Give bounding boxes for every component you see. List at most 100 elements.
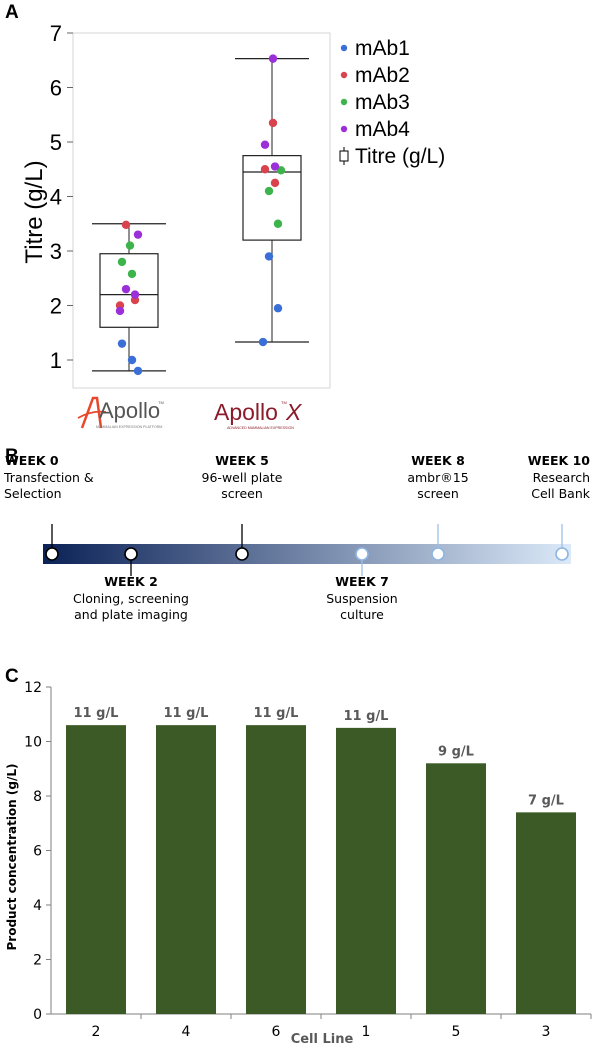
legend-marker-mab1: [340, 44, 348, 52]
legend-marker-mab4: [340, 125, 348, 133]
bars: 11 g/L 11 g/L 11 g/L 11 g/L 9 g/L 7 g/L: [66, 706, 576, 1014]
box-plot-apollox: [235, 58, 309, 343]
data-point-mab4: [268, 54, 278, 63]
bar-data-label: 9 g/L: [438, 744, 474, 759]
titre-boxplot-chart: 1 2 3 4 5 6 7 Titre (g/L) mAb1 mAb2 mAb3 mAb4 Titr…: [21, 21, 445, 430]
data-point-mab1: [264, 252, 274, 261]
data-point-mab4: [130, 290, 140, 299]
data-point-mab2: [260, 165, 270, 174]
milestone-week-label: WEEK 0: [5, 453, 59, 468]
data-point-mab4: [133, 230, 143, 239]
data-point-mab4: [270, 162, 280, 171]
milestone-marker: [555, 547, 569, 561]
data-point-mab3: [117, 257, 127, 267]
bar-cell-line-5: [426, 763, 486, 1014]
bar-data-label: 11 g/L: [164, 706, 209, 721]
milestone-description: Suspension: [326, 591, 397, 606]
data-point-mab3: [125, 241, 135, 250]
legend-label: Titre (g/L): [355, 145, 445, 168]
legend-label: mAb3: [355, 91, 410, 114]
panel-label-c: C: [5, 666, 19, 687]
y-axis-label: Product concentration (g/L): [5, 764, 19, 951]
data-point-mab2: [270, 178, 280, 188]
milestone-description: ambr®15: [407, 470, 468, 485]
apollo-logo-tm: TM: [158, 400, 164, 405]
data-point-mab1: [127, 355, 137, 365]
bar-data-label: 11 g/L: [344, 709, 389, 724]
apollo-logo-text: Apollo: [99, 398, 160, 423]
milestone-description: screen: [417, 486, 459, 501]
apollo-logo: Apollo TM MAMMALIAN EXPRESSION PLATFORM: [77, 396, 164, 429]
milestone-description: 96-well plate: [202, 470, 283, 485]
timeline-milestones: WEEK 0 Transfection &Selection WEEK 2 Cloni…: [3, 453, 591, 622]
box-iqr: [99, 253, 159, 328]
milestone-description: Cloning, screening: [73, 591, 189, 606]
y-tick-label: 6: [33, 844, 42, 860]
y-tick-label: 12: [24, 680, 42, 696]
milestone-marker: [235, 547, 249, 561]
bar-data-label: 11 g/L: [74, 706, 119, 721]
y-tick-label: 4: [33, 898, 42, 914]
milestone-description: and plate imaging: [74, 607, 188, 622]
y-tick-label: 8: [33, 789, 42, 805]
milestone-marker: [355, 547, 369, 561]
data-point-mab2: [121, 220, 131, 230]
apollox-logo: Apollo X TM ADVANCED MAMMALIAN EXPRESSIO…: [214, 399, 303, 430]
milestone-week-label: WEEK 8: [411, 453, 465, 468]
x-tick-label: 2: [92, 1024, 101, 1040]
x-tick-label: 4: [182, 1024, 191, 1040]
milestone-description: culture: [340, 607, 384, 622]
milestone-marker: [124, 547, 138, 561]
milestone-week-0: WEEK 0 Transfection &Selection: [3, 453, 94, 561]
data-point-mab1: [273, 304, 283, 313]
x-tick-label: 1: [362, 1024, 371, 1040]
bar-cell-line-4: [156, 725, 216, 1014]
apollo-logo-tagline: MAMMALIAN EXPRESSION PLATFORM: [96, 425, 162, 429]
legend-label: mAb2: [355, 64, 410, 87]
legend-box-rect: [339, 150, 349, 162]
milestone-week-label: WEEK 7: [335, 574, 389, 589]
milestone-week-label: WEEK 2: [104, 574, 158, 589]
y-tick-label: 2: [50, 294, 62, 319]
development-timeline: WEEK 0 Transfection &Selection WEEK 2 Cloni…: [3, 453, 591, 622]
x-axis-label: Cell Line: [291, 1032, 354, 1047]
y-tick-label: 1: [50, 348, 62, 373]
legend-marker-mab2: [340, 71, 348, 79]
data-point-mab1: [117, 339, 127, 348]
data-point-mab1: [258, 337, 268, 347]
milestone-description: screen: [221, 486, 263, 501]
box-iqr: [242, 155, 302, 241]
apollox-logo-text: Apollo: [214, 399, 278, 425]
milestone-week-label: WEEK 10: [528, 453, 591, 468]
bar-cell-line-3: [516, 812, 576, 1014]
data-points: [115, 54, 286, 376]
box-plots: [92, 58, 309, 372]
y-axis: 1 2 3 4 5 6 7: [50, 21, 73, 373]
apollox-logo-suffix: X: [285, 399, 303, 425]
milestone-marker: [45, 547, 59, 561]
data-point-mab3: [276, 166, 286, 175]
data-point-mab4: [121, 284, 131, 294]
legend-box-icon: [339, 147, 349, 165]
bar-data-label: 7 g/L: [528, 793, 564, 808]
y-tick-label: 10: [24, 735, 42, 751]
legend-label: mAb4: [355, 118, 410, 141]
apollox-logo-tagline: ADVANCED MAMMALIAN EXPRESSION: [227, 426, 294, 430]
panel-label-a: A: [5, 2, 19, 23]
y-tick-label: 0: [33, 1007, 42, 1023]
apollo-logo-swoosh-accent-icon: [77, 410, 107, 419]
y-tick-label: 2: [33, 953, 42, 969]
data-point-mab2: [268, 118, 278, 128]
panel-label-b: B: [5, 446, 19, 467]
data-point-mab1: [133, 366, 143, 376]
milestone-description: Cell Bank: [531, 486, 590, 501]
y-tick-label: 3: [50, 239, 62, 264]
apollox-logo-tm: TM: [281, 400, 287, 405]
timeline-bar: [43, 544, 571, 564]
data-point-mab3: [264, 186, 274, 196]
